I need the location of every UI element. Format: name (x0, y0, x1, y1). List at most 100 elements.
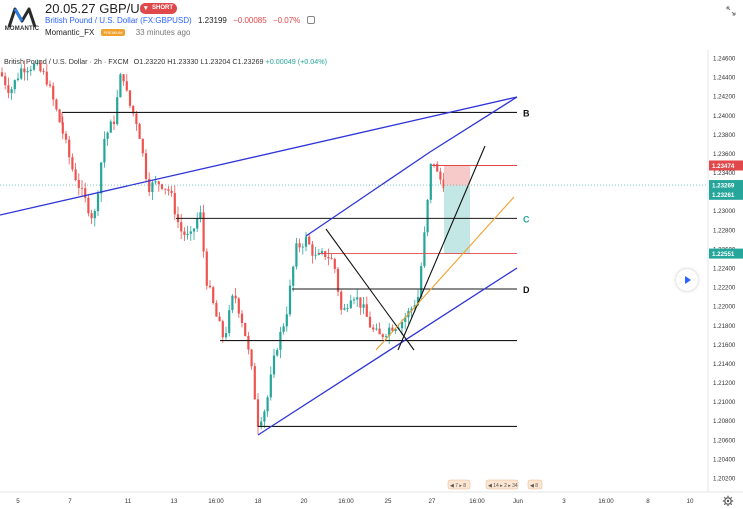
candle-body (36, 63, 39, 64)
candle-body (148, 178, 151, 193)
candle-body (416, 297, 420, 306)
candle-body (359, 297, 362, 308)
price-tick-label: 1.20800 (713, 418, 736, 425)
logo-wordmark: MOMANTIC (4, 26, 40, 32)
event-marker[interactable] (447, 479, 471, 490)
candle-body (170, 190, 173, 194)
price-label-badge (709, 180, 743, 191)
channel-upper-line[interactable] (305, 151, 431, 237)
candle-body (356, 297, 359, 300)
price-tick-label: 1.21800 (713, 323, 736, 330)
candle-body (327, 256, 330, 259)
candle-body (144, 153, 148, 179)
candle-body (436, 163, 439, 172)
candle-body (199, 212, 202, 219)
candle-body (378, 328, 381, 335)
event-marker[interactable] (485, 479, 519, 490)
chart-legend: British Pound / U.S. Dollar · 2h · FXCM … (4, 57, 327, 66)
candle-body (292, 266, 295, 286)
price-tick-label: 1.20200 (713, 476, 736, 483)
price-tick-label: 1.21200 (713, 380, 736, 387)
channel-lower-line[interactable] (257, 267, 518, 436)
candle-body (253, 366, 256, 400)
candle-body (349, 300, 352, 309)
take-profit-zone[interactable] (444, 185, 470, 254)
candle-body (301, 246, 304, 248)
price-tick-label: 1.23400 (713, 170, 736, 177)
idea-header: MOMANTIC 20.05.27 GBP/USD ▾ SHORT British… (0, 0, 743, 44)
time-tick-label: 10 (687, 498, 694, 505)
price-tick-label: 1.21600 (713, 342, 736, 349)
candle-body (237, 298, 240, 314)
momantic-logo-icon (7, 7, 37, 28)
candle-body (183, 231, 186, 235)
ascending-trend-line[interactable] (397, 145, 486, 351)
candle-body (116, 97, 119, 125)
candle-body (330, 258, 333, 260)
candle-body (192, 228, 196, 232)
candle-body (164, 188, 167, 190)
legend-close: C1.23269 (232, 57, 264, 66)
event-marker[interactable] (527, 479, 543, 490)
time-tick-label: 16:00 (208, 498, 224, 505)
candle-body (256, 399, 260, 427)
chart-background (0, 44, 743, 509)
stop-loss-zone[interactable] (444, 165, 470, 186)
legend-high: H1.23330 (167, 57, 199, 66)
candle-body (77, 180, 80, 188)
gear-icon[interactable] (722, 495, 734, 507)
candle-body (285, 314, 288, 327)
candle-body (340, 291, 343, 310)
candle-body (90, 213, 93, 219)
candle-body (420, 266, 423, 298)
candle-body (157, 181, 160, 185)
symbol-link[interactable]: British Pound / U.S. Dollar (FX:GBPUSD) (45, 16, 192, 25)
orange-trend-line[interactable] (375, 196, 515, 351)
candle-body (109, 121, 112, 133)
candle-body (212, 287, 215, 304)
short-badge: ▾ SHORT (140, 3, 177, 14)
candle-body (196, 218, 199, 229)
idea-title[interactable]: 20.05.27 GBP/USD (45, 1, 158, 16)
candle-body (58, 109, 61, 123)
time-tick-label: 13 (171, 498, 178, 505)
last-price: 1.23199 (197, 16, 227, 25)
expand-icon[interactable] (726, 6, 736, 16)
time-tick-label: Jun (513, 498, 524, 505)
candle-body (84, 188, 87, 198)
price-tick-label: 1.24600 (713, 56, 736, 63)
time-tick-label: 3 (562, 498, 566, 505)
candle-body (208, 285, 212, 288)
price-tick-label: 1.24000 (713, 113, 736, 120)
price-tick-label: 1.22000 (713, 304, 736, 311)
price-chart[interactable]: 1.24600 1.24400 1.24200 1.24000 1.23800 1.236… (0, 44, 743, 509)
candle-body (228, 310, 231, 334)
candle-body (221, 321, 224, 338)
price-tick-label: 1.21000 (713, 399, 736, 406)
time-tick-label: 5 (16, 498, 20, 505)
channel-upper-extension[interactable] (429, 96, 518, 153)
author-name[interactable]: Momantic_FX (45, 28, 95, 37)
candle-body (112, 121, 116, 125)
candle-body (119, 74, 122, 98)
price-tick-label: 1.23800 (713, 132, 736, 139)
candle-body (324, 251, 327, 257)
candle-body (189, 231, 192, 234)
price-label-text: 1.23474 (712, 163, 735, 170)
candle-body (423, 232, 426, 267)
candle-body (298, 243, 301, 248)
published-time: 33 minutes ago (135, 28, 191, 37)
candle-body (173, 193, 176, 215)
candle-body (7, 85, 10, 94)
price-tick-label: 1.24400 (713, 75, 736, 82)
alarm-clock-icon[interactable] (306, 16, 315, 24)
level-label-d: D (523, 285, 530, 295)
trend-line-upper[interactable] (0, 96, 518, 216)
candle-body (154, 181, 157, 183)
price-label-text: 1.23269 (712, 182, 735, 189)
candle-body (432, 163, 436, 165)
candle-body (167, 189, 170, 191)
play-replay-button[interactable] (676, 269, 698, 291)
descending-trend-line[interactable] (325, 228, 415, 351)
candle-body (218, 316, 221, 322)
